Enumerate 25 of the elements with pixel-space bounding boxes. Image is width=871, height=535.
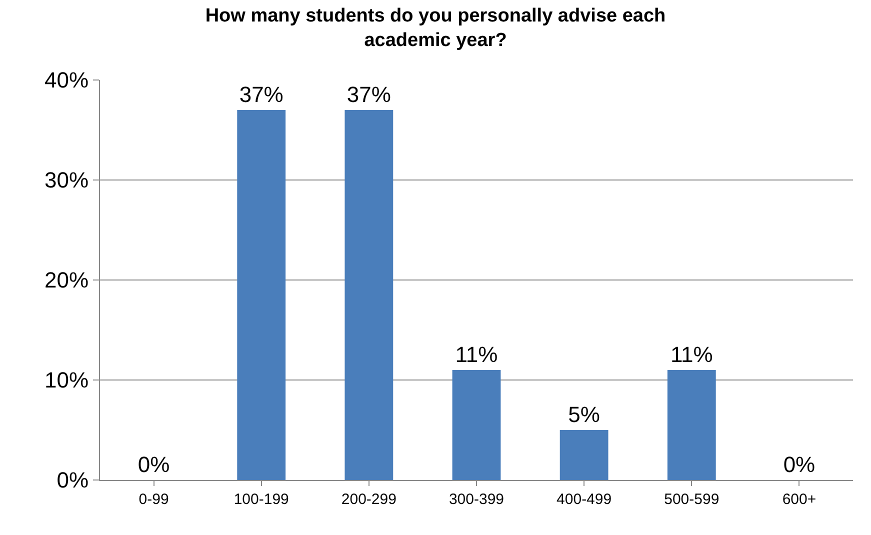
data-label: 5% [568, 402, 600, 427]
data-label: 37% [346, 82, 391, 107]
x-tick-label: 600+ [782, 491, 816, 508]
bar [344, 110, 394, 480]
x-tick-label: 200-299 [341, 491, 396, 508]
data-label: 11% [670, 342, 713, 367]
y-tick-label: 0% [56, 468, 89, 493]
bar [667, 370, 716, 480]
y-tick-label: 40% [44, 68, 89, 93]
bar [237, 110, 286, 480]
data-label: 0% [783, 452, 816, 477]
data-label: 37% [239, 82, 284, 107]
y-tick-label: 20% [44, 268, 89, 293]
data-label: 0% [138, 452, 170, 477]
chart-title: How many students do you personally advise each academic year? [205, 5, 666, 52]
x-tick-label: 300-399 [448, 491, 504, 508]
x-tick-label: 100-199 [234, 491, 289, 508]
x-tick-label: 400-499 [556, 491, 612, 508]
bar [560, 430, 608, 480]
x-tick-label: 500-599 [664, 491, 720, 508]
y-tick-label: 10% [44, 368, 89, 393]
bar [452, 370, 501, 480]
data-label: 11% [455, 342, 498, 367]
x-tick-label: 0-99 [138, 491, 169, 508]
y-tick-label: 30% [44, 168, 89, 193]
